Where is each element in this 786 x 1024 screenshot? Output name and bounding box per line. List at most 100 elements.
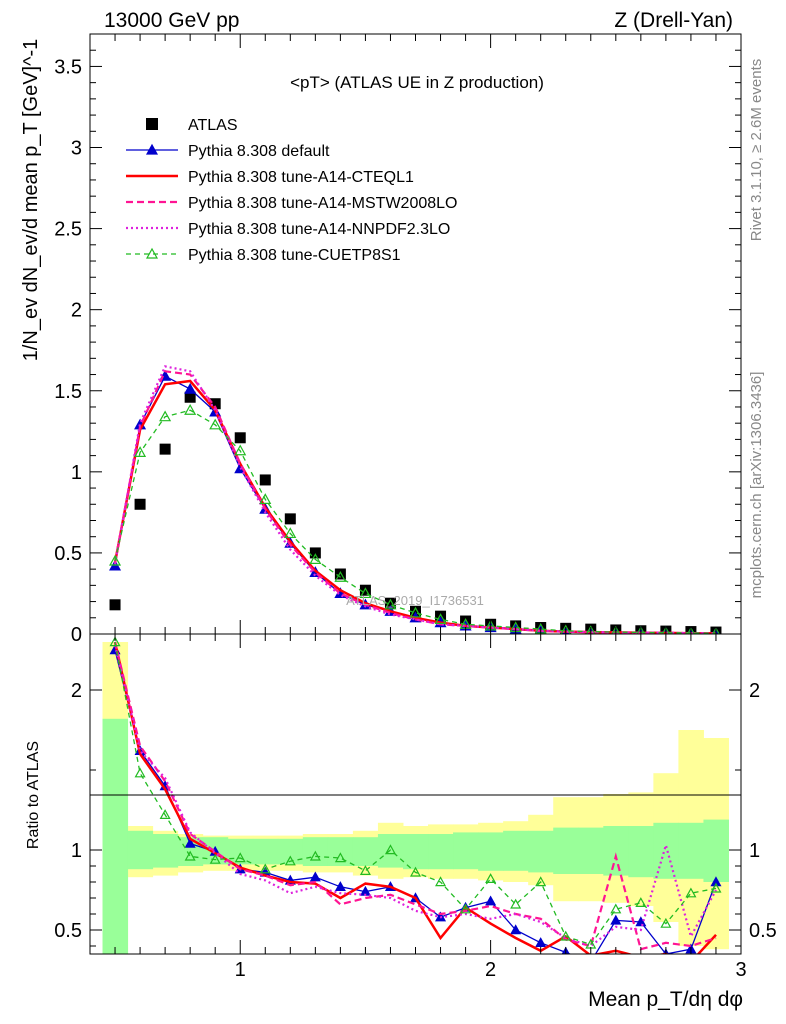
pythia-8-308-tune-cuetp8s1-marker xyxy=(234,444,247,456)
pythia-8-308-tune-cuetp8s1-ratio-marker xyxy=(309,850,321,861)
band-green-bin xyxy=(653,822,679,879)
pythia-8-308-tune-a14-mstw2008lo-ratio-line xyxy=(113,641,717,951)
atlas-data-point xyxy=(309,547,321,559)
x-axis-label: Mean p_T/dη dφ xyxy=(588,988,743,1011)
legend: ATLAS Pythia 8.308 default Pythia 8.308 tu… xyxy=(126,117,457,264)
pythia-8-308-default-ratio-marker xyxy=(334,881,346,892)
pythia-8-308-tune-cuetp8s1-ratio-marker xyxy=(234,852,246,863)
pythia-8-308-tune-cuetp8s1-marker xyxy=(585,625,596,634)
axis-ticks xyxy=(89,33,742,954)
band-green-bin xyxy=(227,838,254,865)
pythia-8-308-tune-cuetp8s1-marker xyxy=(284,527,297,539)
pythia-8-308-tune-cuetp8s1-marker xyxy=(636,626,646,634)
band-green-bin xyxy=(152,834,179,868)
pythia-8-308-tune-cuetp8s1-ratio-marker xyxy=(510,898,522,909)
ratio-y-tick-label-right: 1 xyxy=(749,840,760,862)
pythia-8-308-tune-cuetp8s1-marker xyxy=(134,446,147,457)
atlas-data-point xyxy=(159,443,171,455)
pythia-8-308-tune-cuetp8s1-ratio-marker xyxy=(535,876,547,887)
pythia-8-308-tune-cuetp8s1-marker xyxy=(259,493,272,505)
pythia-8-308-tune-cuetp8s1-marker xyxy=(159,410,172,422)
pythia-8-308-default-ratio-marker xyxy=(635,916,647,927)
pythia-8-308-default-ratio-marker xyxy=(586,958,595,966)
pythia-8-308-tune-cuetp8s1-ratio-marker xyxy=(610,903,622,914)
pythia-8-308-tune-cuetp8s1-legend-marker xyxy=(145,247,159,259)
band-green-bin xyxy=(453,832,479,870)
atlas-data-point xyxy=(109,599,121,611)
band-green-bin xyxy=(678,822,704,879)
ratio-y-tick-label-left: 0.5 xyxy=(54,920,82,942)
pythia-8-308-tune-cuetp8s1-marker xyxy=(209,418,222,430)
pythia-8-308-tune-cuetp8s1-ratio-marker xyxy=(184,850,196,861)
ratio-y-tick-label-right: 2 xyxy=(749,680,760,702)
pythia-8-308-tune-a14-cteql1-legend-label: Pythia 8.308 tune-A14-CTEQL1 xyxy=(188,169,414,186)
main-y-tick-label: 3.5 xyxy=(54,56,82,78)
pythia-8-308-tune-cuetp8s1-marker xyxy=(560,624,571,634)
atlas-data-point xyxy=(184,391,196,403)
x-tick-label: 2 xyxy=(485,959,496,981)
header-right: Z (Drell-Yan) xyxy=(614,9,733,32)
pythia-8-308-tune-cuetp8s1-marker xyxy=(611,625,621,634)
main-y-tick-label: 2.5 xyxy=(54,219,82,241)
main-y-tick-label: 0.5 xyxy=(54,543,82,565)
main-y-tick-label: 2 xyxy=(71,300,82,322)
atlas-data-point xyxy=(359,584,371,596)
band-green-bin xyxy=(553,827,579,874)
ratio-y-tick-label-left: 1 xyxy=(71,840,82,862)
pythia-8-308-tune-cuetp8s1-marker xyxy=(661,626,671,634)
pythia-8-308-default-ratio-marker xyxy=(184,837,196,848)
atlas-data-point xyxy=(134,498,146,510)
main-y-tick-label: 1.5 xyxy=(54,381,82,403)
pythia-8-308-tune-cuetp8s1-marker xyxy=(184,403,197,415)
pythia-8-308-tune-cuetp8s1-ratio-marker xyxy=(384,844,396,855)
main-y-tick-label: 1 xyxy=(71,462,82,484)
pythia-8-308-default-legend-label: Pythia 8.308 default xyxy=(188,143,330,160)
band-green-bin xyxy=(377,834,404,868)
pythia-8-308-tune-cuetp8s1-marker xyxy=(334,571,347,582)
pythia-8-308-tune-cuetp8s1-ratio-marker xyxy=(635,897,647,908)
pythia-8-308-tune-cuetp8s1-ratio-marker xyxy=(209,853,221,864)
band-green-bin xyxy=(402,834,429,870)
pythia-8-308-tune-cuetp8s1-ratio-marker xyxy=(334,852,346,863)
axis-tick-labels: 0 0.5 1 1.5 2 2.5 3 3.5 0.5 0.5 1 1 2 2 1 2 3 xyxy=(54,56,777,981)
ratio-y-tick-label-left: 2 xyxy=(71,680,82,702)
pythia-8-308-tune-cuetp8s1-marker xyxy=(712,626,720,634)
ratio-y-tick-label-right: 0.5 xyxy=(749,920,777,942)
band-green-bin xyxy=(603,826,629,876)
pythia-8-308-tune-cuetp8s1-ratio-marker xyxy=(109,636,121,647)
pythia-8-308-default-marker xyxy=(184,382,197,394)
atlas-data-point xyxy=(384,597,396,609)
pythia-8-308-tune-cuetp8s1-marker xyxy=(434,613,447,625)
atlas-data-point xyxy=(209,398,221,410)
band-green-bin xyxy=(528,830,554,873)
mcplots-side-label: mcplots.cern.ch [arXiv:1306.3436] xyxy=(748,372,765,599)
header-left: 13000 GeV pp xyxy=(104,9,239,32)
pythia-8-308-tune-a14-nnpdf2-3lo-ratio-line xyxy=(113,644,717,948)
pythia-8-308-tune-a14-mstw2008lo-legend-label: Pythia 8.308 tune-A14-MSTW2008LO xyxy=(188,195,457,212)
pythia-8-308-tune-cuetp8s1-ratio-marker xyxy=(134,767,146,778)
band-green-bin xyxy=(503,830,529,871)
pythia-8-308-tune-cuetp8s1-legend-label: Pythia 8.308 tune-CUETP8S1 xyxy=(188,247,401,264)
pythia-8-308-tune-cuetp8s1-marker xyxy=(359,587,372,599)
pythia-8-308-tune-cuetp8s1-ratio-marker xyxy=(259,863,271,874)
atlas-data-point xyxy=(334,568,346,580)
rivet-side-label: Rivet 3.1.10, ≥ 2.6M events xyxy=(748,59,765,242)
pythia-8-308-tune-cuetp8s1-ratio-marker xyxy=(460,903,472,914)
atlas-data-point xyxy=(410,605,421,617)
band-green-bin xyxy=(478,832,504,871)
band-green-bin xyxy=(703,819,729,882)
main-y-tick-label: 3 xyxy=(71,138,82,160)
band-green-bin xyxy=(102,718,129,954)
band-green-bin xyxy=(628,826,654,878)
pythia-8-308-tune-cuetp8s1-marker xyxy=(409,606,422,618)
pythia-8-308-tune-cuetp8s1-ratio-marker xyxy=(560,930,572,941)
atlas-legend-label: ATLAS xyxy=(188,117,238,134)
chart-title: <pT> (ATLAS UE in Z production) xyxy=(290,73,544,92)
main-y-tick-label: 0 xyxy=(71,624,82,646)
atlas-data-point xyxy=(259,474,271,486)
x-tick-label: 1 xyxy=(235,959,246,981)
pythia-8-308-tune-cuetp8s1-marker xyxy=(309,553,322,565)
band-green-bin xyxy=(252,838,279,865)
pythia-8-308-tune-cuetp8s1-marker xyxy=(686,626,695,634)
